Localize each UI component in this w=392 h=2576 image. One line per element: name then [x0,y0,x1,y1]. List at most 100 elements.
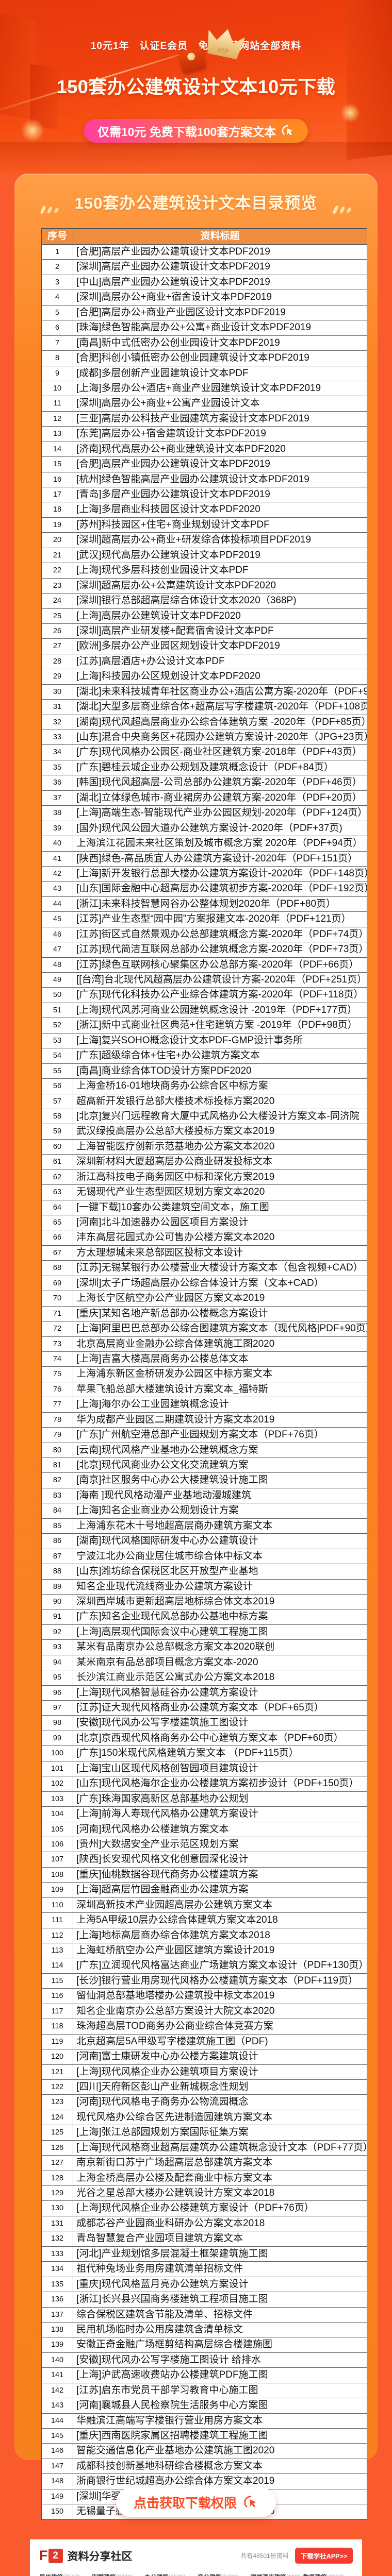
row-number: 57 [42,1094,73,1109]
row-number: 74 [42,1351,73,1367]
row-title: [济南]现代高层办公+商业建筑设计文本PDF2020 [76,443,286,454]
row-title: [河北]产业规划馆多层混凝土框架建筑施工图 [76,2248,268,2259]
banner-title: 150套办公建筑设计文本10元下载 [56,76,336,97]
row-title: 现代风格办公综合区先进制造园建筑方案文本 [76,2111,273,2123]
row-title: 知名企业现代流线商业办公建筑方案设计 [76,1581,253,1592]
row-title: 方太理想城未来总部园区投标文本设计 [76,1247,243,1258]
table-row: 33 [山东]混合中央商务区+花园办公建筑方案设计-2020年（JPG+23页） [42,730,367,745]
table-row: 138 民用机场临时办公用房建筑含清单标文 [42,2322,367,2338]
row-number: 87 [42,1549,73,1564]
row-number: 75 [42,1367,73,1382]
row-number: 130 [42,2201,73,2216]
row-number: 92 [42,1624,73,1640]
row-number: 34 [42,745,73,760]
glow-dot [21,118,44,142]
row-title: [陕西]长安现代风格文化创意园深化设计 [76,1854,249,1865]
table-row: 2 [深圳]高层产业园办公建筑设计文本PDF2019 [42,260,367,275]
table-row: 131 成都芯谷产业园商业科研办公方案文本2018 [42,2216,367,2232]
row-number: 16 [42,472,73,487]
table-row: 137 综合保税区建筑含节能及清单、招标文件 [42,2307,367,2323]
table-row: 18 [上海]多层商业科技园区设计文本PDF2020 [42,502,367,518]
row-number: 21 [42,548,73,563]
table-row: 133 [河北]产业规划馆多层混凝土框架建筑施工图 [42,2246,367,2262]
row-number: 67 [42,1245,73,1261]
row-title: [上海]阿里巴巴总部办公综合图建筑方案文本（现代风格|PDF+90页） [76,1323,367,1334]
table-row: 22 [上海]现代多层科技创业园设计文本PDF [42,563,367,579]
row-title: [浙江]长兴县兴国商务楼建筑工程项目施工图 [76,2294,268,2305]
row-number: 19 [42,517,73,533]
category-link[interactable]: 教育建筑(2298) [303,2573,353,2576]
row-number: 46 [42,927,73,942]
row-number: 149 [42,2489,73,2504]
row-title: [陕西]绿色-高品质宜人办公建筑方案设计-2020年（PDF+151页） [76,853,358,864]
site-name: 资料分享社区 [67,2550,133,2563]
table-row: 78 华为成都产业园区二期建筑设计方案文本2019 [42,1412,367,1428]
row-number: 4 [42,290,73,305]
table-row: 134 祖代种兔场业务用房建筑清单招标文件 [42,2262,367,2277]
table-row: 120 [河南]富士康研发中心办公楼方案建筑设计 [42,2049,367,2065]
row-title: [上海]复兴SOHO概念设计文本PDF-GMP设计事务所 [76,1035,303,1046]
promo-cta-pill[interactable]: 仅需10元 免费下载100套方案文本 [84,119,308,143]
row-title: [长沙]银行营业用房现代风格办公楼建筑方案文本（PDF+119页） [76,1975,358,1986]
table-row: 108 [重庆]仙桃数据谷现代商务办公楼建筑方案 [42,1867,367,1883]
category-link[interactable]: 宾馆酒店建筑(1339) [250,2573,300,2576]
table-row: 14 [济南]现代高层办公+商业建筑设计文本PDF2020 [42,442,367,457]
category-link[interactable]: 居住建筑(7517) [39,2573,89,2576]
table-row: 62 浙江高科技电子商务园区中标和深化方案2019 [42,1170,367,1185]
row-title: [上海]地标高层商办综合体建筑方案文本2018 [76,1929,270,1941]
catalog-table-body: 1 [合肥]高层产业园办公建筑设计文本PDF2019 2 [深圳]高层产业园办公… [42,245,367,2519]
table-row: 125 [上海]张江总部园规划方案国际征集方案 [42,2125,367,2141]
column-header-title: 资料标题 [200,231,240,242]
table-row: 83 [海南 ]现代风格动漫产业基地动漫城建筑 [42,1488,367,1504]
row-title: [湖北]未来科技城青年社区商业办公+酒店公寓方案-2020年（PDF+94页） [76,686,367,697]
table-row: 28 [江苏]高层酒店+办公设计文本PDF [42,654,367,670]
table-row: 110 深圳高新技术产业园超高层办公建筑方案文本 [42,1897,367,1913]
category-link[interactable]: 别墅建筑(2776) [92,2573,141,2576]
table-row: 12 [三亚]高层办公科技产业园建筑方案设计文本PDF2019 [42,411,367,427]
table-row: 58 [北京]复兴门远程教育大厦中式风格办公大楼设计方案文本-同济院 [42,1109,367,1125]
table-row: 116 留仙洞总部基地塔楼办公建筑投中标文本2019 [42,1989,367,2004]
row-number: 113 [42,1943,73,1958]
row-number: 29 [42,669,73,684]
row-number: 89 [42,1579,73,1594]
row-number: 114 [42,1958,73,1973]
table-row: 130 [上海]现代风格企业办公楼建筑方案设计（PDF+76页） [42,2201,367,2216]
table-row: 140 [安徽]现代风办公写字楼施工图设计 给排水 [42,2352,367,2368]
row-title: [深圳]高层办公+商业+公寓产业园设计文本 [76,398,260,409]
site-preview-card: F 2 资料分享社区 共有48501份资料 下载学社APP>> 居住建筑(751… [30,2539,362,2576]
table-row: 65 [河南]北斗加速器办公园区项目方案设计 [42,1215,367,1231]
row-number: 144 [42,2413,73,2428]
table-row: 115 [长沙]银行营业用房现代风格办公楼建筑方案文本（PDF+119页） [42,1973,367,1989]
row-title: [重庆]现代风格蓝月亮办公建筑方案设计 [76,2278,249,2290]
row-title: [上海]现代风格企业办公建筑项目方案设计 [76,2066,258,2077]
row-number: 104 [42,1807,73,1822]
download-permission-button[interactable]: 点击获取下载权限 [116,2487,276,2517]
row-number: 82 [42,1473,73,1488]
table-row: 119 北京超高层5A甲级写字楼建筑施工图（PDF) [42,2034,367,2050]
row-title: [苏州]科技园区+住宅+商业规划设计文本PDF [76,519,270,530]
download-app-button[interactable]: 下载学社APP>> [295,2548,353,2564]
row-number: 141 [42,2368,73,2383]
table-row: 80 [云南]现代风格产业基地办公建筑概念方案 [42,1443,367,1458]
catalog-panel-title: 150套办公建筑设计文本目录预览 [74,194,318,212]
row-title: [上海]前海人寿现代风格办公建筑方案设计 [76,1808,258,1820]
row-number: 45 [42,912,73,927]
row-title: [重庆]西南医院家属区招聘楼建筑工程施工图 [76,2430,268,2441]
category-link[interactable]: 办公建筑(3579) [145,2573,194,2576]
catalog-panel: 150套办公建筑设计文本目录预览 序号 资料标题 1 [合肥]高层产业园办公建筑… [14,174,378,2520]
vip-crown-icon: VIP [204,25,246,60]
row-number: 98 [42,1716,73,1731]
row-number: 120 [42,2049,73,2064]
row-number: 86 [42,1534,73,1549]
category-link[interactable]: 商业建筑(3486) [198,2573,247,2576]
row-title: 上海浦东新区金桥研发办公园区中标方案文本 [76,1368,273,1380]
table-row: 56 上海金桥16-01地块商务办公综合区中标方案 [42,1079,367,1094]
row-title: 苹果飞船总部大楼建筑设计方案文本_福特斯 [76,1383,268,1395]
category-count: (2298) [327,2574,344,2576]
row-title: [杭州]绿色智能高层产业园办公建筑设计文本PDF2019 [76,473,309,485]
row-title: 上海长宁区航空办公产业园区方案文本2019 [76,1293,265,1304]
table-row: 105 [河南]现代风格办公楼建筑方案文本 [42,1822,367,1837]
row-title: [深圳]太子广场超高层办公综合体设计方案（文本+CAD） [76,1277,324,1289]
row-title: [湖北]立体绿色城市-商业裙房办公建筑方案-2020年（PDF+20页） [76,792,362,803]
row-title: [深圳]高层产业研发楼+配套宿舍设计文本PDF [76,625,274,636]
